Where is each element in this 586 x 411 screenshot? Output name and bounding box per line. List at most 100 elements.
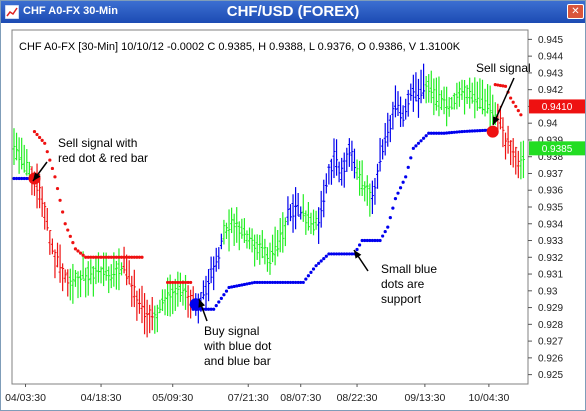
signal-dot (281, 280, 285, 285)
signal-dot (84, 255, 88, 259)
signal-dot (329, 252, 334, 256)
close-icon: ✕ (571, 6, 580, 17)
y-tick-label: 0.944 (538, 52, 563, 63)
signal-dot (250, 281, 254, 285)
signal-dot (178, 280, 182, 285)
signal-dot (478, 128, 482, 133)
signal-dot (176, 280, 180, 285)
signal-dot (350, 252, 354, 256)
signal-dot (78, 251, 83, 255)
signal-dot (276, 280, 280, 285)
title-bar[interactable]: CHF A0-FX 30-Min CHF/USD (FOREX) ✕ (1, 1, 585, 23)
x-axis: 04/03:30 04/18:30 05/09:30 07/21:30 08/07:30… (5, 384, 509, 404)
signal-dot (94, 255, 98, 259)
signal-dot (219, 296, 223, 300)
signal-dot (25, 176, 29, 181)
x-tick-label: 04/18:30 (81, 392, 122, 404)
signal-dot (365, 238, 369, 243)
signal-dot (224, 289, 229, 293)
signal-dot (473, 129, 477, 133)
signal-dot (383, 229, 387, 234)
signal-dot (334, 252, 339, 256)
signal-dot (363, 238, 367, 243)
signal-dot (283, 280, 287, 285)
y-tick-label: 0.942 (538, 85, 563, 96)
signal-dot (345, 252, 349, 256)
signal-dot (447, 131, 451, 135)
chart-app-icon (5, 5, 19, 19)
x-tick-label: 08/07:30 (280, 392, 321, 404)
last-price-text: 0.9410 (542, 102, 573, 113)
annotation-arrowhead (33, 172, 41, 181)
signal-dot (468, 129, 472, 133)
signal-dot (166, 280, 170, 285)
annotation-line: support (381, 292, 422, 306)
x-tick-label: 09/13:30 (404, 392, 445, 404)
annotation-line: Small blue (381, 262, 437, 276)
signal-dot (214, 304, 218, 308)
y-tick-label: 0.934 (538, 219, 563, 230)
signal-dot (217, 300, 221, 304)
signal-dot (255, 280, 259, 285)
signal-dot (96, 255, 101, 259)
signal-dot (327, 252, 331, 256)
signal-dot (381, 234, 385, 238)
signal-dot (104, 255, 108, 259)
y-tick-label: 0.94 (538, 119, 558, 130)
signal-dot (332, 252, 336, 256)
signal-dot (375, 238, 380, 243)
signal-dot (137, 255, 142, 259)
signal-dot (107, 255, 111, 259)
x-tick-label: 07/21:30 (228, 392, 269, 404)
signal-dot (32, 129, 37, 134)
last-price-tag-red (529, 99, 585, 114)
chart-title: CHF/USD (FOREX) (226, 3, 360, 20)
signal-dot (122, 255, 126, 259)
signal-dot (235, 284, 239, 288)
signal-dot (314, 264, 318, 268)
signal-dot (140, 255, 144, 259)
signal-dot (81, 253, 85, 257)
y-tick-label: 0.933 (538, 236, 563, 247)
signal-dot (391, 206, 395, 210)
signal-dot (306, 274, 310, 278)
signal-dot (48, 158, 52, 162)
signal-dot (132, 255, 136, 259)
signal-dot (222, 293, 226, 297)
signal-dot (253, 280, 257, 285)
signal-dot (401, 180, 405, 184)
signal-dot (258, 280, 262, 285)
signal-dot (135, 255, 139, 259)
signal-dot (342, 252, 346, 256)
signal-dot (171, 280, 175, 285)
signal-dot (20, 176, 24, 181)
last-price-text: 0.9385 (542, 144, 573, 155)
signal-dot (55, 186, 60, 191)
last-price-tag-green (529, 141, 585, 156)
signal-dot (317, 261, 321, 265)
signal-dot (109, 255, 113, 259)
signal-dot (186, 280, 190, 285)
y-tick-label: 0.945 (538, 35, 563, 46)
signal-dot (465, 129, 469, 133)
signal-dot (322, 257, 326, 261)
y-tick-label: 0.932 (538, 253, 563, 264)
signal-dot (445, 131, 449, 135)
signal-dot (17, 176, 21, 181)
y-tick-label: 0.939 (538, 135, 563, 146)
signal-dot (414, 144, 418, 148)
signal-dot (378, 238, 382, 243)
signal-dot (99, 255, 103, 259)
annotation-line: Buy signal (204, 324, 259, 338)
annotation: Sell signal (476, 61, 531, 126)
y-tick-label: 0.938 (538, 152, 563, 163)
signal-marker-red (486, 125, 499, 138)
close-button[interactable]: ✕ (567, 4, 584, 19)
signal-dot (273, 280, 277, 285)
signal-dot (411, 146, 415, 150)
signal-dot (439, 131, 444, 135)
signal-dot (347, 252, 351, 256)
signal-dot (265, 280, 270, 285)
signal-dot (58, 198, 62, 202)
